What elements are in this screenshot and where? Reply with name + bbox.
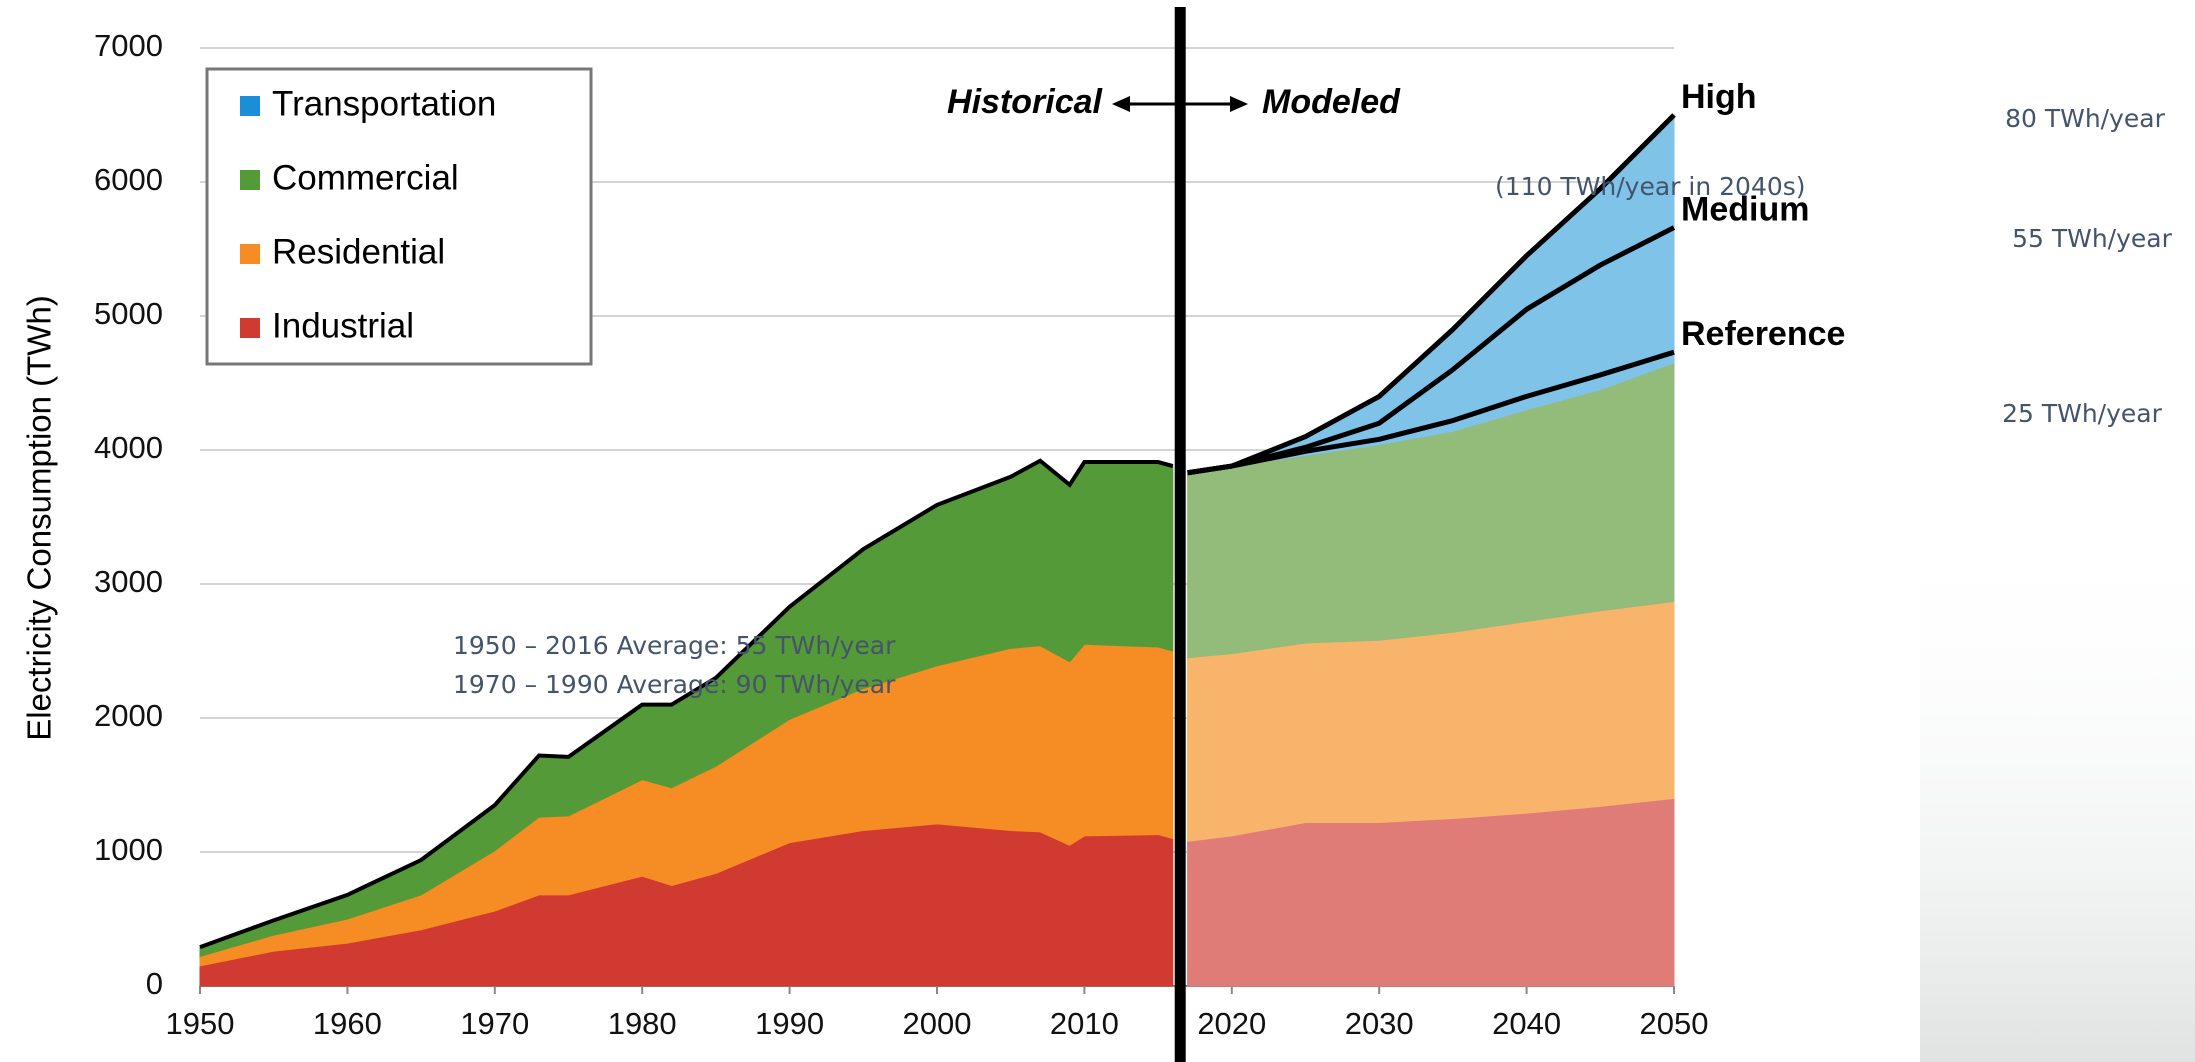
annotation: 80 TWh/year <box>2005 104 2166 133</box>
lines <box>199 7 1676 1062</box>
x-tick-label: 2000 <box>903 1006 972 1041</box>
x-tick-label: 1950 <box>166 1006 235 1041</box>
x-tick-label: 1980 <box>608 1006 677 1041</box>
y-axis-label: Electricity Consumption (TWh) <box>21 295 58 741</box>
scenario-line <box>1187 349 1675 476</box>
y-tick-label: 1000 <box>94 832 163 867</box>
x-tick-label: 2050 <box>1640 1006 1709 1041</box>
legend-swatch <box>240 318 260 338</box>
legend: Transportation Commercial Residential Indus… <box>205 67 593 366</box>
areas <box>199 113 1675 987</box>
x-tick-label: 1990 <box>755 1006 824 1041</box>
annotation: 25 TWh/year <box>2002 399 2163 428</box>
y-tick-label: 7000 <box>94 28 163 63</box>
x-tick-label: 2010 <box>1050 1006 1119 1041</box>
legend-swatch <box>240 170 260 190</box>
x-tick-label: 2040 <box>1492 1006 1561 1041</box>
modeled-label: Modeled <box>1262 83 1401 121</box>
legend-swatch <box>240 244 260 264</box>
y-tick-label: 5000 <box>94 296 163 331</box>
legend-label: Residential <box>272 232 445 271</box>
scenario-label: Medium <box>1681 191 1809 229</box>
legend-swatch <box>240 96 260 116</box>
x-tick-label: 2020 <box>1197 1006 1266 1041</box>
legend-box <box>205 67 593 366</box>
scenario-label: High <box>1681 78 1757 116</box>
scenario-label: Reference <box>1681 315 1845 353</box>
historical-total-outline <box>199 458 1174 950</box>
legend-label: Transportation <box>272 84 496 123</box>
x-tick-label: 2030 <box>1345 1006 1414 1041</box>
historical-label: Historical <box>947 83 1103 121</box>
background-photo <box>1920 520 2195 1062</box>
y-tick-label: 0 <box>146 966 163 1001</box>
y-tick-label: 6000 <box>94 162 163 197</box>
y-tick-label: 2000 <box>94 698 163 733</box>
y-tick-label: 4000 <box>94 430 163 465</box>
divider-arrow <box>1112 96 1248 112</box>
y-tick-label: 3000 <box>94 564 163 599</box>
annotation: 55 TWh/year <box>2012 224 2173 253</box>
x-tick-label: 1960 <box>313 1006 382 1041</box>
annotation: 1970 – 1990 Average: 90 TWh/year <box>453 670 896 699</box>
annotation: (110 TWh/year in 2040s) <box>1495 172 1806 201</box>
annotation: 1950 – 2016 Average: 55 TWh/year <box>453 631 896 660</box>
legend-label: Commercial <box>272 158 459 197</box>
x-tick-label: 1970 <box>460 1006 529 1041</box>
legend-label: Industrial <box>272 306 414 345</box>
